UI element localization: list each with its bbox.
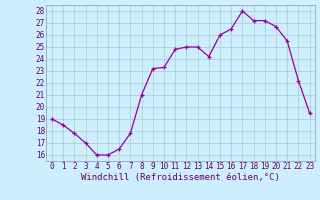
X-axis label: Windchill (Refroidissement éolien,°C): Windchill (Refroidissement éolien,°C) [81, 173, 280, 182]
